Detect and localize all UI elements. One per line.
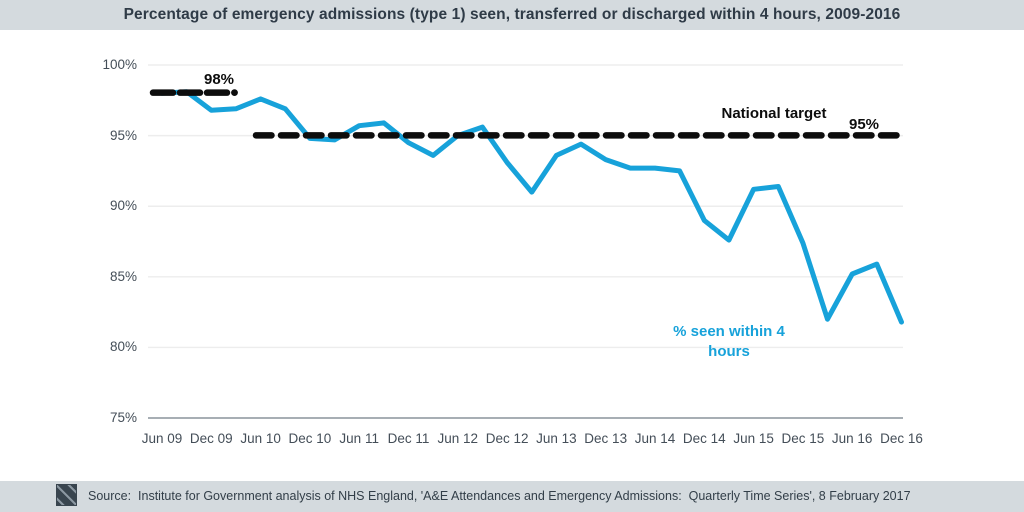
y-axis-label: 90% [109, 198, 137, 214]
x-axis-label: Jun 16 [831, 431, 873, 446]
x-axis-label: Jun 09 [141, 431, 183, 446]
line-chart-canvas [148, 64, 906, 419]
x-axis-label: Dec 12 [485, 431, 529, 446]
x-axis-label: Jun 12 [437, 431, 479, 446]
target-95-annotation: 95% [848, 116, 880, 133]
x-axis-label: Jun 11 [339, 431, 379, 446]
x-axis-label: Jun 13 [536, 431, 577, 446]
y-axis-label: 80% [109, 339, 137, 355]
y-axis-label: 75% [109, 410, 137, 426]
national-target-annotation: National target [721, 105, 827, 122]
y-axis-label: 95% [109, 127, 137, 143]
series-line [159, 89, 904, 325]
target-line-98-dot [231, 89, 238, 97]
title-bar: Percentage of emergency admissions (type… [0, 0, 1024, 30]
x-axis-label: Dec 15 [781, 431, 825, 446]
x-axis-label: Dec 16 [880, 431, 923, 446]
series-label: % seen within 4 hours [643, 322, 815, 362]
y-axis-label: 85% [109, 268, 137, 284]
x-axis-label: Jun 10 [240, 431, 281, 446]
institute-for-government-logo-icon [56, 484, 77, 506]
series-label-line2: hours [708, 343, 750, 360]
x-axis-label: Dec 13 [584, 431, 628, 446]
x-axis-label: Jun 15 [733, 431, 774, 446]
x-axis-label: Dec 09 [189, 431, 233, 446]
page-title: Percentage of emergency admissions (type… [123, 6, 901, 23]
chart-area: 100% 95% 90% 85% 80% 75% Jun 09 Dec 09 Jun 10 Dec… [0, 30, 1024, 481]
x-axis-label: Dec 11 [387, 431, 430, 446]
x-axis-label: Dec 14 [682, 431, 726, 446]
x-axis-label: Dec 10 [288, 431, 332, 446]
source-bar: Source: Institute for Government analysi… [0, 481, 1024, 512]
x-axis-label: Jun 14 [634, 431, 676, 446]
series-label-line1: % seen within 4 [673, 323, 785, 340]
y-axis-label: 100% [102, 57, 137, 72]
source-text: Source: Institute for Government analysi… [88, 489, 911, 503]
target-98-annotation: 98% [203, 71, 235, 88]
